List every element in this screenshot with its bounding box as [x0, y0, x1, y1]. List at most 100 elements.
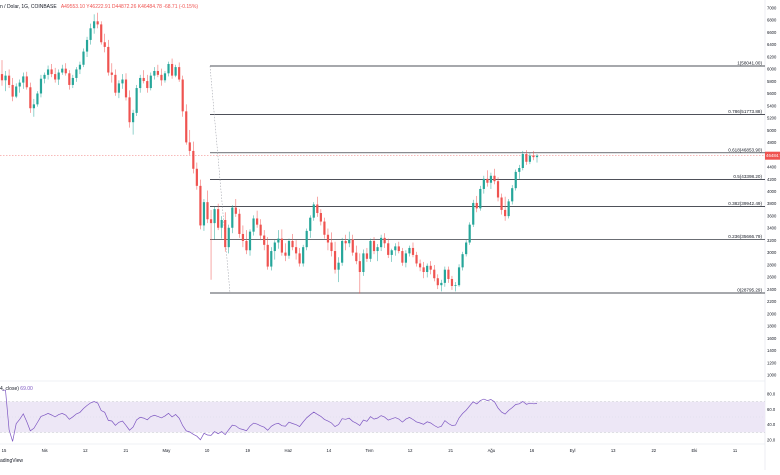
candle-body[interactable]: [78, 64, 82, 70]
candle-body[interactable]: [227, 227, 230, 248]
candle-body[interactable]: [252, 218, 255, 232]
candle-body[interactable]: [312, 204, 315, 218]
candle-body[interactable]: [482, 178, 485, 189]
candle-body[interactable]: [493, 175, 496, 182]
rsi-name[interactable]: 4, close): [0, 386, 19, 392]
candle-body[interactable]: [167, 63, 170, 74]
candle-body[interactable]: [397, 246, 400, 252]
candle-body[interactable]: [217, 209, 220, 228]
candle-body[interactable]: [447, 269, 450, 279]
candle-body[interactable]: [404, 253, 408, 263]
candle-body[interactable]: [71, 77, 74, 85]
candle-body[interactable]: [341, 240, 344, 263]
candle-body[interactable]: [479, 188, 482, 209]
symbol-label[interactable]: n / Dolar, 1G, COINBASE: [0, 4, 57, 10]
candle-body[interactable]: [298, 253, 301, 264]
candle-body[interactable]: [436, 278, 439, 286]
candle-body[interactable]: [418, 263, 422, 268]
candle-body[interactable]: [504, 209, 507, 217]
candle-body[interactable]: [305, 230, 308, 248]
candle-body[interactable]: [277, 238, 280, 243]
candle-body[interactable]: [7, 75, 11, 85]
candle-body[interactable]: [89, 28, 92, 40]
candle-body[interactable]: [68, 73, 71, 85]
candle-body[interactable]: [163, 73, 167, 81]
candle-body[interactable]: [96, 21, 99, 25]
candle-body[interactable]: [100, 24, 103, 43]
candle-body[interactable]: [468, 224, 471, 243]
candle-body[interactable]: [500, 197, 503, 210]
candle-body[interactable]: [0, 74, 4, 81]
candle-body[interactable]: [376, 247, 379, 252]
candle-body[interactable]: [206, 202, 209, 220]
candle-body[interactable]: [149, 75, 152, 89]
candle-body[interactable]: [344, 240, 347, 244]
candle-body[interactable]: [22, 76, 25, 83]
candle-body[interactable]: [114, 74, 117, 93]
candle-body[interactable]: [11, 84, 14, 97]
candle-body[interactable]: [415, 254, 418, 264]
candle-body[interactable]: [326, 234, 330, 243]
candle-body[interactable]: [146, 81, 149, 89]
candle-body[interactable]: [369, 240, 372, 259]
candle-body[interactable]: [241, 233, 245, 241]
candle-body[interactable]: [323, 221, 326, 235]
candle-body[interactable]: [174, 67, 177, 76]
candle-body[interactable]: [433, 269, 436, 279]
candle-body[interactable]: [195, 168, 198, 186]
candle-body[interactable]: [29, 87, 32, 109]
candle-body[interactable]: [231, 207, 234, 228]
candle-body[interactable]: [256, 218, 259, 225]
candle-body[interactable]: [472, 202, 475, 225]
candle-body[interactable]: [188, 142, 191, 151]
candle-body[interactable]: [259, 224, 262, 236]
candle-body[interactable]: [284, 252, 287, 256]
candle-body[interactable]: [117, 83, 121, 93]
candle-body[interactable]: [532, 155, 535, 158]
candle-body[interactable]: [302, 247, 305, 264]
candle-body[interactable]: [486, 178, 489, 183]
candle-body[interactable]: [355, 252, 358, 262]
candle-body[interactable]: [348, 239, 351, 244]
candle-body[interactable]: [394, 246, 397, 251]
candle-body[interactable]: [387, 243, 390, 255]
candle-body[interactable]: [411, 247, 415, 255]
candle-body[interactable]: [390, 250, 393, 255]
candle-body[interactable]: [383, 237, 386, 244]
candle-body[interactable]: [170, 63, 174, 76]
candle-body[interactable]: [50, 69, 53, 75]
candle-body[interactable]: [280, 238, 283, 253]
candle-body[interactable]: [319, 213, 322, 222]
candle-body[interactable]: [461, 254, 464, 268]
candle-body[interactable]: [362, 253, 365, 273]
candle-body[interactable]: [213, 209, 216, 224]
candle-body[interactable]: [199, 185, 202, 226]
candle-body[interactable]: [443, 269, 446, 283]
candle-body[interactable]: [316, 204, 319, 214]
candle-body[interactable]: [39, 78, 43, 94]
candle-body[interactable]: [514, 171, 517, 189]
candle-body[interactable]: [518, 167, 521, 172]
candle-body[interactable]: [511, 188, 514, 202]
candle-body[interactable]: [57, 72, 60, 80]
candle-body[interactable]: [294, 247, 298, 254]
candle-body[interactable]: [248, 231, 252, 251]
candle-body[interactable]: [93, 21, 96, 29]
candle-body[interactable]: [192, 150, 195, 169]
candle-body[interactable]: [525, 154, 528, 162]
candle-body[interactable]: [245, 240, 248, 251]
candle-body[interactable]: [181, 79, 184, 112]
candle-body[interactable]: [46, 69, 50, 75]
candle-body[interactable]: [25, 76, 28, 88]
candle-body[interactable]: [15, 86, 18, 97]
candle-body[interactable]: [153, 70, 156, 76]
candle-body[interactable]: [337, 262, 340, 270]
candle-body[interactable]: [330, 242, 333, 252]
candle-body[interactable]: [270, 251, 273, 267]
candle-body[interactable]: [209, 219, 213, 224]
candle-body[interactable]: [202, 202, 206, 226]
candle-body[interactable]: [380, 237, 383, 248]
candle-body[interactable]: [457, 267, 461, 286]
